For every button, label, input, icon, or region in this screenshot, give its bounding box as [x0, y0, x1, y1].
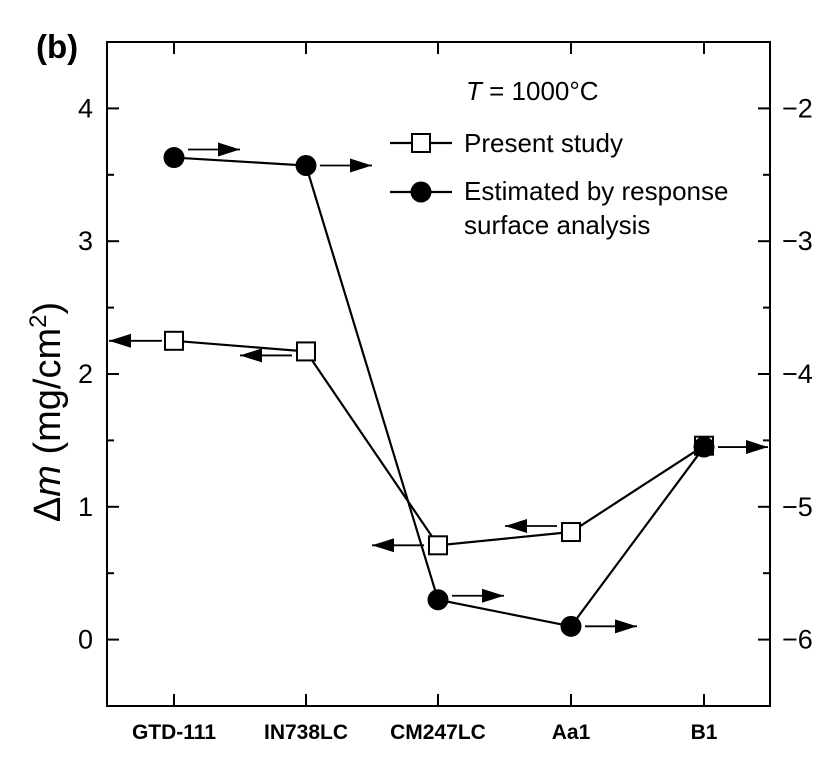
arrow-right-estimated	[320, 158, 372, 173]
arrow-right-estimated	[188, 142, 240, 157]
arrow-left-present-study	[109, 333, 162, 348]
arrow-right-estimated	[585, 619, 637, 634]
arrow-right-estimated	[452, 588, 504, 603]
right-tick-label: −6	[782, 625, 813, 655]
circle-marker	[560, 615, 582, 637]
x-tick-label: CM247LC	[390, 721, 486, 744]
x-tick-label: Aa1	[552, 721, 591, 744]
left-tick-label: 3	[78, 226, 93, 256]
legend-circle-marker	[410, 181, 432, 203]
left-y-axis: 0 1 2 3 4	[78, 41, 119, 707]
legend-square-marker	[411, 133, 431, 153]
panel-label: (b)	[36, 28, 78, 65]
circle-marker	[163, 147, 185, 169]
legend: Present study Estimated by response surf…	[390, 128, 728, 240]
right-tick-label: −2	[782, 93, 813, 123]
right-y-axis: −2 −3 −4 −5 −6	[758, 41, 813, 707]
x-axis: GTD-111 IN738LC CM247LC Aa1 B1	[132, 42, 718, 744]
x-tick-label: IN738LC	[264, 721, 348, 744]
legend-label-estimated-line2: surface analysis	[464, 210, 650, 240]
legend-label-present-study: Present study	[464, 128, 623, 158]
arrow-left-present-study	[240, 348, 292, 363]
right-tick-label: −5	[782, 492, 813, 522]
x-tick-label: GTD-111	[132, 721, 216, 744]
circle-marker	[295, 155, 317, 177]
legend-label-estimated-line1: Estimated by response	[464, 176, 728, 206]
square-marker	[561, 522, 581, 543]
right-tick-label: −3	[782, 226, 813, 256]
y-axis-label: Δm (mg/cm2)	[25, 302, 69, 522]
circle-marker	[693, 436, 715, 458]
series-layer	[109, 142, 768, 637]
square-marker	[428, 535, 448, 556]
square-marker	[296, 341, 316, 362]
series-line-present-study	[173, 339, 705, 547]
left-tick-label: 2	[78, 359, 93, 389]
square-marker	[164, 330, 184, 351]
circle-marker	[427, 589, 449, 611]
x-tick-label: B1	[691, 721, 718, 744]
arrow-right-estimated	[718, 440, 768, 455]
left-tick-label: 1	[78, 492, 93, 522]
right-tick-label: −4	[782, 359, 813, 389]
temperature-annotation: T = 1000°C	[466, 76, 599, 106]
left-tick-label: 0	[78, 625, 93, 655]
left-tick-label: 4	[78, 93, 93, 123]
arrow-left-present-study	[372, 538, 424, 553]
arrow-left-present-study	[505, 519, 557, 534]
